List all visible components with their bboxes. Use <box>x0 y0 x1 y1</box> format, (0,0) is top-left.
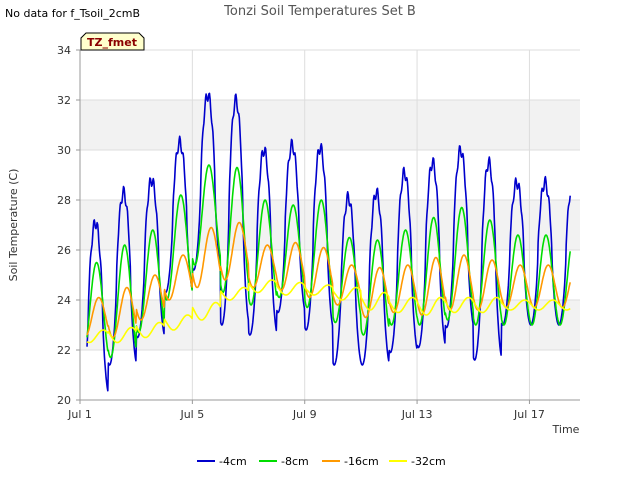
badge-tz-fmet[interactable]: TZ_fmet <box>80 32 145 51</box>
y-tick-label: 24 <box>57 294 71 307</box>
legend-label: -32cm <box>411 455 446 468</box>
series-line-4cmcm <box>86 92 571 392</box>
y-tick-label: 30 <box>57 144 71 157</box>
series-line-32cmcm <box>86 279 571 344</box>
series-line-16cmcm <box>86 221 571 339</box>
y-tick-label: 22 <box>57 344 71 357</box>
x-tick-label: Jul 1 <box>67 408 92 421</box>
plot-background <box>80 50 580 400</box>
band-shade <box>80 100 580 150</box>
axes: 20 22 24 26 28 30 32 34 Jul 1 Jul 5 Jul 9 Jul 13 Jul… <box>57 44 580 421</box>
badge-shape <box>80 32 145 51</box>
y-tick-label: 26 <box>57 244 71 257</box>
y-tick-label: 34 <box>57 44 71 57</box>
nodata-note: No data for f_Tsoil_2cmB <box>5 7 140 20</box>
y-tick-label: 20 <box>57 394 71 407</box>
legend: -4cm -8cm -16cm -32cm <box>197 455 446 468</box>
chart-title: Tonzi Soil Temperatures Set B <box>223 4 416 19</box>
legend-label: -8cm <box>281 455 309 468</box>
x-axis-label: Time <box>552 423 580 436</box>
x-tick-label: Jul 9 <box>292 408 317 421</box>
badge-label: TZ_fmet <box>87 36 137 49</box>
y-tick-label: 28 <box>57 194 71 207</box>
legend-label: -16cm <box>344 455 379 468</box>
x-tick-label: Jul 17 <box>513 408 545 421</box>
y-axis-label: Soil Temperature (C) <box>7 169 20 282</box>
legend-label: -4cm <box>219 455 247 468</box>
grid-lines <box>79 49 580 401</box>
x-tick-label: Jul 5 <box>179 408 204 421</box>
data-series <box>86 92 571 392</box>
band-shade <box>80 200 580 250</box>
y-tick-label: 32 <box>57 94 71 107</box>
x-tick-label: Jul 13 <box>401 408 433 421</box>
